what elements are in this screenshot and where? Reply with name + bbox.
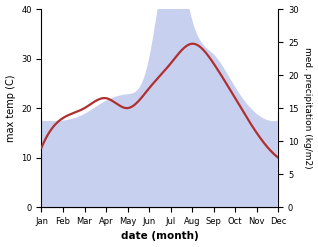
X-axis label: date (month): date (month) (121, 231, 199, 242)
Y-axis label: max temp (C): max temp (C) (5, 74, 16, 142)
Y-axis label: med. precipitation (kg/m2): med. precipitation (kg/m2) (303, 47, 313, 169)
